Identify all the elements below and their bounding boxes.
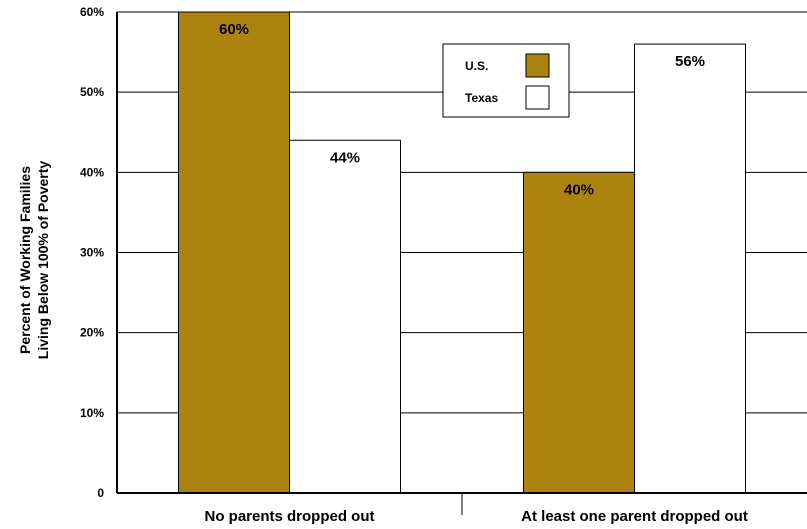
- legend: U.S. Texas: [442, 43, 570, 118]
- y-tick-label: 40%: [80, 165, 104, 179]
- y-tick-labels: 0 10% 20% 30% 40% 50% 60%: [80, 5, 104, 500]
- legend-label-us: U.S.: [465, 59, 488, 73]
- y-axis-title: Percent of Working Families Living Below…: [17, 161, 51, 360]
- legend-swatch-us: [525, 53, 550, 78]
- data-label-us-1: 60%: [219, 21, 249, 38]
- y-tick-label: 20%: [80, 326, 104, 340]
- axes: [116, 12, 807, 515]
- bars: [178, 11, 746, 494]
- y-tick-label: 10%: [80, 406, 104, 420]
- y-tick-label: 30%: [80, 246, 104, 260]
- y-tick-label: 0: [97, 486, 104, 500]
- legend-swatch-texas: [525, 85, 550, 110]
- bar-us-2: [523, 171, 635, 494]
- category-label-1: No parents dropped out: [205, 508, 375, 525]
- y-tick-label: 60%: [80, 5, 104, 19]
- bar-us-1: [178, 11, 290, 494]
- y-axis-title-line-1: Percent of Working Families: [17, 166, 33, 354]
- bar-texas-2: [634, 43, 746, 494]
- data-label-texas-2: 56%: [675, 53, 705, 70]
- data-label-texas-1: 44%: [330, 149, 360, 166]
- legend-frame: [442, 43, 570, 118]
- y-tick-label: 50%: [80, 85, 104, 99]
- data-label-us-2: 40%: [564, 181, 594, 198]
- data-labels: 60% 44% 40% 56%: [219, 21, 705, 198]
- category-labels: No parents dropped out At least one paren…: [205, 508, 748, 525]
- bar-texas-1: [289, 139, 401, 494]
- legend-label-texas: Texas: [465, 91, 498, 105]
- category-label-2: At least one parent dropped out: [521, 508, 748, 525]
- y-axis-title-line-2: Living Below 100% of Poverty: [35, 161, 51, 360]
